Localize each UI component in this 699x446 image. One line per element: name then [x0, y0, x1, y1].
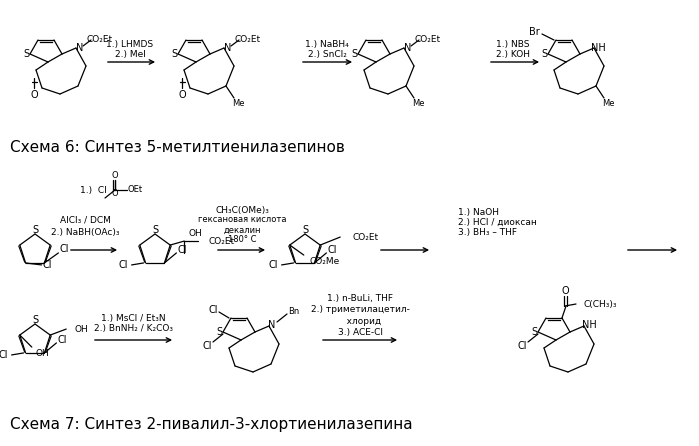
Text: S: S: [32, 225, 38, 235]
Text: CO₂Et: CO₂Et: [208, 236, 234, 246]
Text: Me: Me: [602, 99, 614, 108]
Text: CH₃C(OMe)₃: CH₃C(OMe)₃: [215, 206, 269, 215]
Text: N: N: [224, 43, 231, 53]
Text: S: S: [351, 49, 357, 59]
Text: AlCl₃ / DCM: AlCl₃ / DCM: [59, 215, 110, 224]
Text: Схема 7: Синтез 2-пивалил-3-хлортиенилазепина: Схема 7: Синтез 2-пивалил-3-хлортиенилаз…: [10, 417, 412, 433]
Text: хлорид: хлорид: [338, 317, 382, 326]
Text: O: O: [112, 190, 118, 198]
Text: 1.) NaOH: 1.) NaOH: [458, 207, 499, 216]
Text: Cl: Cl: [119, 260, 129, 270]
Text: Cl: Cl: [43, 260, 52, 270]
Text: Cl: Cl: [59, 244, 69, 254]
Text: CO₂Et: CO₂Et: [415, 34, 441, 44]
Text: NH: NH: [582, 320, 596, 330]
Text: 2.) MeI: 2.) MeI: [115, 50, 145, 59]
Text: O: O: [561, 286, 569, 296]
Text: S: S: [302, 225, 308, 235]
Text: Cl: Cl: [269, 260, 278, 270]
Text: O: O: [30, 90, 38, 100]
Text: Br: Br: [528, 27, 540, 37]
Text: Cl: Cl: [208, 305, 218, 315]
Text: Cl: Cl: [57, 335, 67, 345]
Text: Me: Me: [232, 99, 244, 108]
Text: S: S: [541, 49, 547, 59]
Text: C(CH₃)₃: C(CH₃)₃: [584, 300, 617, 309]
Text: CO₂Et: CO₂Et: [352, 232, 378, 242]
Text: 1.)  Cl: 1.) Cl: [80, 186, 106, 194]
Text: S: S: [152, 225, 158, 235]
Text: N: N: [404, 43, 412, 53]
Text: CO₂Et: CO₂Et: [87, 34, 113, 44]
Text: 2.) NaBH(OAc)₃: 2.) NaBH(OAc)₃: [51, 227, 120, 236]
Text: 2.) SnCl₂: 2.) SnCl₂: [308, 50, 347, 59]
Text: Bn: Bn: [289, 306, 300, 315]
Text: Cl: Cl: [0, 350, 8, 360]
Text: O: O: [112, 170, 118, 179]
Text: 2.) триметилацетил-: 2.) триметилацетил-: [310, 306, 410, 314]
Text: S: S: [216, 327, 222, 337]
Text: Cl: Cl: [328, 245, 337, 255]
Text: Схема 6: Синтез 5-метилтиенилазепинов: Схема 6: Синтез 5-метилтиенилазепинов: [10, 140, 345, 156]
Text: гексановая кислота: гексановая кислота: [198, 215, 287, 224]
Text: Cl: Cl: [517, 341, 527, 351]
Text: 3.) ACE-Cl: 3.) ACE-Cl: [338, 327, 382, 336]
Text: O: O: [178, 90, 186, 100]
Text: Me: Me: [412, 99, 424, 108]
Text: декалин: декалин: [223, 226, 261, 235]
Text: S: S: [32, 315, 38, 325]
Text: N: N: [268, 320, 275, 330]
Text: S: S: [531, 327, 537, 337]
Text: 1.) n-BuLi, THF: 1.) n-BuLi, THF: [327, 293, 393, 302]
Text: 1.) NaBH₄: 1.) NaBH₄: [305, 41, 349, 50]
Text: S: S: [23, 49, 29, 59]
Text: OH: OH: [36, 349, 50, 358]
Text: CO₂Et: CO₂Et: [235, 34, 261, 44]
Text: 1.) LHMDS: 1.) LHMDS: [106, 41, 154, 50]
Text: OEt: OEt: [127, 186, 143, 194]
Text: S: S: [171, 49, 177, 59]
Text: 2.) HCl / диоксан: 2.) HCl / диоксан: [458, 218, 537, 227]
Text: OH: OH: [188, 228, 202, 238]
Text: Cl: Cl: [178, 245, 187, 255]
Text: 3.) BH₃ – THF: 3.) BH₃ – THF: [458, 227, 517, 236]
Text: NH: NH: [591, 43, 605, 53]
Text: 2.) KOH: 2.) KOH: [496, 50, 530, 59]
Text: 1.) MsCl / Et₃N: 1.) MsCl / Et₃N: [101, 314, 165, 322]
Text: Cl: Cl: [202, 341, 212, 351]
Text: 1.) NBS: 1.) NBS: [496, 41, 530, 50]
Text: 180° C: 180° C: [228, 235, 257, 244]
Text: N: N: [76, 43, 84, 53]
Text: 2.) BnNH₂ / K₂CO₃: 2.) BnNH₂ / K₂CO₃: [94, 323, 173, 333]
Text: CO₂Me: CO₂Me: [310, 256, 340, 265]
Text: OH: OH: [74, 325, 88, 334]
